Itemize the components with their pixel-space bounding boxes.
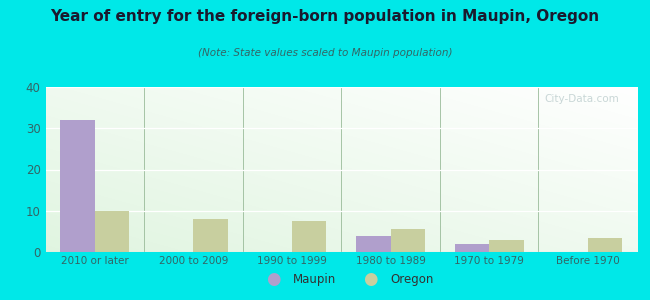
Bar	[95, 211, 129, 252]
Text: Oregon: Oregon	[390, 272, 434, 286]
Bar	[489, 240, 524, 252]
Text: City-Data.com: City-Data.com	[545, 94, 619, 103]
Text: Maupin: Maupin	[292, 272, 336, 286]
Text: (Note: State values scaled to Maupin population): (Note: State values scaled to Maupin pop…	[198, 48, 452, 58]
Text: Year of entry for the foreign-born population in Maupin, Oregon: Year of entry for the foreign-born popul…	[51, 9, 599, 24]
Text: ●: ●	[266, 270, 280, 288]
Bar	[356, 236, 391, 252]
Bar	[292, 221, 326, 252]
Bar	[60, 120, 95, 252]
Bar	[194, 219, 228, 252]
Bar	[454, 244, 489, 252]
Bar	[391, 229, 425, 252]
Text: ●: ●	[363, 270, 378, 288]
Bar	[588, 238, 622, 252]
